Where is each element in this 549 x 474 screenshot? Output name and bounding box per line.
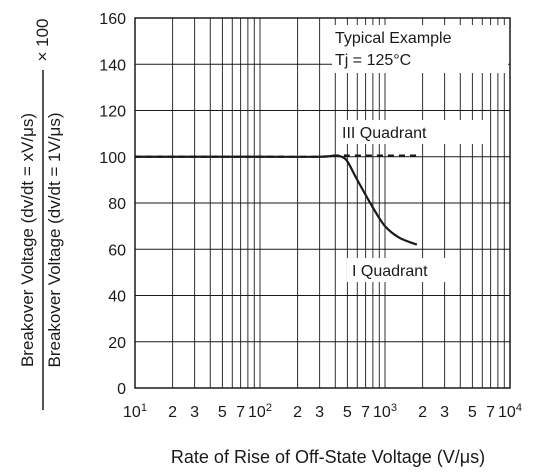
x-tick-label: 104 bbox=[498, 402, 522, 421]
y-tick-labels: 0 20 40 60 80 100 120 140 160 bbox=[99, 11, 126, 398]
x-tick-label: 2 bbox=[418, 404, 427, 421]
series-line-i-quadrant bbox=[135, 154, 418, 246]
x-tick-label: 3 bbox=[190, 404, 199, 421]
x-tick-label: 101 bbox=[123, 402, 147, 421]
x-tick-label: 5 bbox=[343, 404, 352, 421]
iii-quadrant-label: III Quadrant bbox=[342, 125, 427, 142]
x-tick-label: 5 bbox=[218, 404, 227, 421]
x-tick-label: 7 bbox=[236, 404, 245, 421]
grid bbox=[134, 17, 511, 389]
x-axis-title: Rate of Rise of Off-State Voltage (V/μs) bbox=[171, 447, 485, 467]
x-tick-label: 2 bbox=[293, 404, 302, 421]
x-tick-label: 2 bbox=[168, 404, 177, 421]
y-tick-label: 40 bbox=[108, 289, 126, 306]
y-axis-title-numerator: Breakover Voltage (dv/dt = xV/μs) bbox=[18, 113, 37, 367]
y-tick-label: 20 bbox=[108, 335, 126, 352]
y-tick-label: 80 bbox=[108, 196, 126, 213]
x-tick-label: 5 bbox=[468, 404, 477, 421]
y-tick-label: 120 bbox=[99, 104, 126, 121]
y-tick-label: 160 bbox=[99, 11, 126, 28]
y-tick-label: 140 bbox=[99, 57, 126, 74]
x-tick-labels: 101 2 3 5 7 102 2 3 5 7 103 2 3 5 7 104 bbox=[123, 402, 522, 421]
y-axis-title: Breakover Voltage (dv/dt = xV/μs) Breako… bbox=[18, 18, 64, 410]
series-label-iii-quadrant: III Quadrant bbox=[337, 120, 485, 144]
x-tick-label: 7 bbox=[486, 404, 495, 421]
x-tick-label: 3 bbox=[315, 404, 324, 421]
x-tick-label: 7 bbox=[361, 404, 370, 421]
y-tick-label: 60 bbox=[108, 242, 126, 259]
y-axis-title-multiplier: × 100 bbox=[33, 18, 52, 61]
y-tick-label: 0 bbox=[117, 381, 126, 398]
annotation-line2: Tj = 125°C bbox=[335, 52, 411, 69]
x-tick-label: 3 bbox=[440, 404, 449, 421]
series-label-i-quadrant: I Quadrant bbox=[347, 258, 455, 282]
series-layer bbox=[135, 154, 418, 246]
x-tick-label: 102 bbox=[248, 402, 272, 421]
plot-frame bbox=[134, 17, 511, 389]
y-tick-label: 100 bbox=[99, 150, 126, 167]
y-axis-title-denominator: Breakover Voltage (dv/dt = 1V/μs) bbox=[45, 112, 64, 367]
annotation-box: Typical Example Tj = 125°C bbox=[332, 25, 508, 73]
i-quadrant-label: I Quadrant bbox=[352, 263, 428, 280]
annotation-line1: Typical Example bbox=[335, 30, 452, 47]
x-tick-label: 103 bbox=[373, 402, 397, 421]
